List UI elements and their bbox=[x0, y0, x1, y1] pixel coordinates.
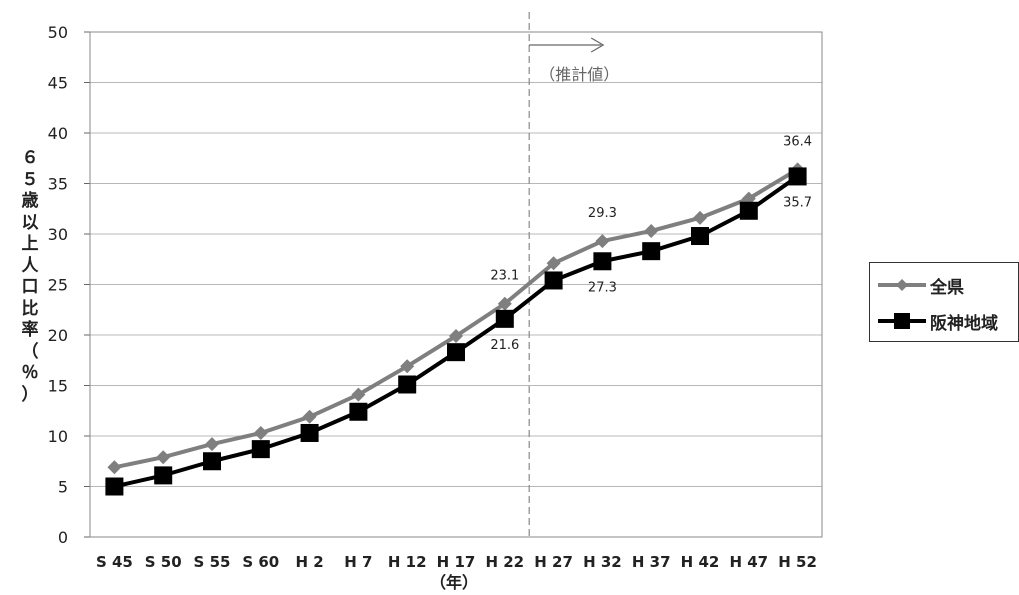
y-axis-title-char: ６ bbox=[21, 148, 39, 168]
y-tick-label: 35 bbox=[48, 175, 68, 194]
y-axis-title-char: ５ bbox=[21, 169, 39, 190]
x-tick-label: H 42 bbox=[681, 553, 720, 571]
series-group bbox=[105, 162, 807, 496]
data-point bbox=[251, 440, 270, 459]
data-point bbox=[205, 437, 219, 452]
data-point bbox=[302, 409, 317, 424]
y-axis-title-char: 上 bbox=[21, 234, 39, 254]
y-tick-label: 25 bbox=[48, 276, 68, 295]
x-tick-label: H 22 bbox=[485, 553, 524, 571]
y-axis-title-char: 口 bbox=[21, 277, 39, 297]
x-tick-label: S 60 bbox=[242, 553, 279, 571]
projection-label: （推計値） bbox=[539, 65, 619, 84]
y-axis-title-char: ％ bbox=[21, 363, 39, 383]
series-line bbox=[113, 167, 799, 470]
plot-area bbox=[89, 31, 823, 538]
data-labels: 23.1 29.3 36.4 21.6 27.3 35.7 bbox=[490, 134, 812, 352]
data-point bbox=[497, 296, 512, 311]
x-tick-label: H 32 bbox=[583, 553, 622, 571]
data-point bbox=[253, 425, 268, 440]
x-axis-tick-labels: S 45 S 50 S 55 S 60 H 2 H 7 H 12 H 17 H 22 H 27 H … bbox=[96, 553, 817, 571]
y-axis-title-char: （ bbox=[21, 341, 39, 362]
data-label: 23.1 bbox=[490, 269, 519, 284]
y-tick-label: 20 bbox=[48, 326, 68, 345]
x-tick-label: H 7 bbox=[344, 553, 372, 571]
data-point bbox=[447, 343, 465, 362]
data-label: 21.6 bbox=[490, 338, 519, 353]
data-point bbox=[546, 256, 561, 271]
data-point bbox=[203, 452, 221, 471]
y-axis-title-char: 人 bbox=[21, 255, 39, 276]
data-point bbox=[644, 223, 659, 238]
y-axis-title: ６ ５ 歳以上人口比率（％） bbox=[18, 148, 42, 406]
y-tick-label: 50 bbox=[48, 23, 68, 42]
data-point bbox=[300, 423, 319, 442]
data-point bbox=[154, 466, 173, 485]
y-tick-label: 15 bbox=[48, 377, 68, 396]
y-tick-label: 0 bbox=[58, 528, 68, 547]
y-tick-label: 45 bbox=[48, 74, 68, 93]
x-tick-label: H 12 bbox=[388, 553, 427, 571]
y-axis-title-char: 比 bbox=[21, 298, 39, 319]
data-point bbox=[449, 329, 463, 344]
data-point bbox=[642, 242, 661, 261]
data-point bbox=[691, 227, 709, 246]
data-label: 36.4 bbox=[783, 134, 812, 149]
y-axis-title-char: 以 bbox=[21, 212, 39, 233]
legend-label-series-2: 阪神地域 bbox=[930, 313, 998, 334]
legend-item-series-1: 全県 bbox=[876, 271, 964, 299]
x-tick-label: S 45 bbox=[96, 553, 133, 571]
legend-square-marker-icon bbox=[878, 313, 926, 329]
data-point bbox=[595, 234, 610, 249]
data-point bbox=[105, 477, 124, 496]
legend-item-series-2: 阪神地域 bbox=[876, 307, 998, 335]
data-label: 35.7 bbox=[783, 195, 812, 210]
x-tick-label: H 47 bbox=[729, 553, 768, 571]
x-tick-label: S 50 bbox=[145, 553, 182, 571]
legend-label-series-1: 全県 bbox=[930, 277, 964, 298]
y-tick-label: 30 bbox=[48, 225, 68, 244]
y-tick-label: 5 bbox=[58, 478, 68, 497]
data-point bbox=[400, 359, 415, 374]
y-axis-title-char: 歳 bbox=[21, 191, 39, 211]
y-tick-label: 40 bbox=[48, 124, 68, 143]
data-point bbox=[739, 201, 758, 220]
data-point bbox=[788, 167, 807, 186]
data-point bbox=[593, 252, 612, 271]
data-point bbox=[351, 387, 366, 402]
x-tick-label: H 17 bbox=[437, 553, 476, 571]
y-axis-title-char: 率 bbox=[21, 320, 39, 340]
projection-divider-group: （推計値） bbox=[528, 12, 619, 537]
data-point bbox=[398, 375, 417, 394]
data-point bbox=[693, 210, 707, 225]
data-point bbox=[349, 402, 368, 421]
x-tick-label: H 52 bbox=[778, 553, 817, 571]
x-tick-label: H 2 bbox=[295, 553, 323, 571]
y-tick-label: 10 bbox=[48, 427, 68, 446]
data-label: 27.3 bbox=[588, 280, 617, 295]
arrow-head-icon bbox=[590, 37, 605, 53]
series-1 bbox=[107, 162, 805, 475]
y-axis-title-char: ） bbox=[21, 384, 39, 405]
x-tick-label: H 37 bbox=[632, 553, 671, 571]
data-point bbox=[107, 460, 122, 475]
legend: 全県 阪神地域 bbox=[869, 262, 1019, 342]
series-2 bbox=[105, 167, 807, 496]
y-axis-tick-labels: 0 5 10 15 20 25 30 35 40 45 50 bbox=[48, 23, 68, 547]
data-point bbox=[495, 309, 514, 328]
legend-diamond-marker-icon bbox=[878, 279, 926, 291]
x-tick-label: S 55 bbox=[194, 553, 231, 571]
gridlines bbox=[84, 31, 822, 538]
x-axis-title: （年） bbox=[430, 573, 478, 592]
data-label: 29.3 bbox=[588, 206, 617, 221]
data-point bbox=[544, 271, 563, 290]
x-tick-label: H 27 bbox=[534, 553, 573, 571]
data-point bbox=[156, 450, 171, 465]
